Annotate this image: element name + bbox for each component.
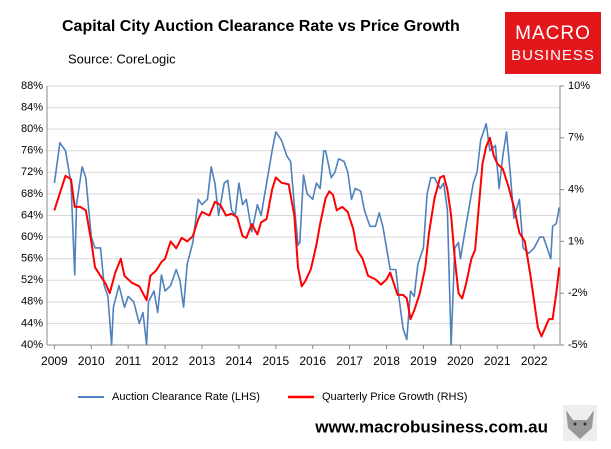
x-tick-label: 2019	[410, 354, 437, 368]
logo-text: BUSINESS	[511, 47, 595, 64]
legend-label: Quarterly Price Growth (RHS)	[322, 391, 467, 403]
chart-title: Capital City Auction Clearance Rate vs P…	[62, 18, 460, 35]
y-tick-label: 72%	[21, 166, 43, 178]
y-tick-label: 68%	[21, 188, 43, 200]
x-tick-label: 2014	[226, 354, 253, 368]
y2-tick-label: 4%	[568, 184, 584, 196]
logo-box	[505, 12, 601, 74]
x-tick-label: 2011	[115, 354, 141, 368]
y-tick-label: 52%	[21, 274, 43, 286]
y2-tick-label: 1%	[568, 235, 584, 247]
y-tick-label: 80%	[21, 123, 43, 135]
y2-tick-label: -5%	[568, 339, 588, 351]
x-tick-label: 2009	[41, 354, 68, 368]
logo-text: MACRO	[515, 23, 591, 44]
x-tick-label: 2010	[78, 354, 105, 368]
y-tick-label: 48%	[21, 296, 43, 308]
x-tick-label: 2017	[336, 354, 363, 368]
website: www.macrobusiness.com.au	[314, 417, 548, 436]
x-tick-label: 2022	[521, 354, 548, 368]
x-tick-label: 2021	[484, 354, 511, 368]
x-tick-label: 2018	[373, 354, 400, 368]
y2-tick-label: -2%	[568, 287, 588, 299]
x-tick-label: 2012	[152, 354, 179, 368]
legend-label: Auction Clearance Rate (LHS)	[112, 391, 260, 403]
source: Source: CoreLogic	[68, 51, 176, 66]
x-tick-label: 2013	[189, 354, 216, 368]
y-tick-label: 44%	[21, 317, 43, 329]
wolf-icon	[563, 405, 597, 441]
y-tick-label: 84%	[21, 101, 43, 113]
x-tick-label: 2020	[447, 354, 474, 368]
y-tick-label: 64%	[21, 209, 43, 221]
y-tick-label: 88%	[21, 80, 43, 92]
y2-tick-label: 10%	[568, 80, 590, 92]
y-tick-label: 60%	[21, 231, 43, 243]
series-line	[53, 123, 561, 346]
x-tick-label: 2015	[262, 354, 289, 368]
x-tick-label: 2016	[299, 354, 326, 368]
y-tick-label: 76%	[21, 145, 43, 157]
series-line	[53, 136, 561, 338]
y2-tick-label: 7%	[568, 132, 584, 144]
y-tick-label: 40%	[21, 339, 43, 351]
y-tick-label: 56%	[21, 253, 43, 265]
